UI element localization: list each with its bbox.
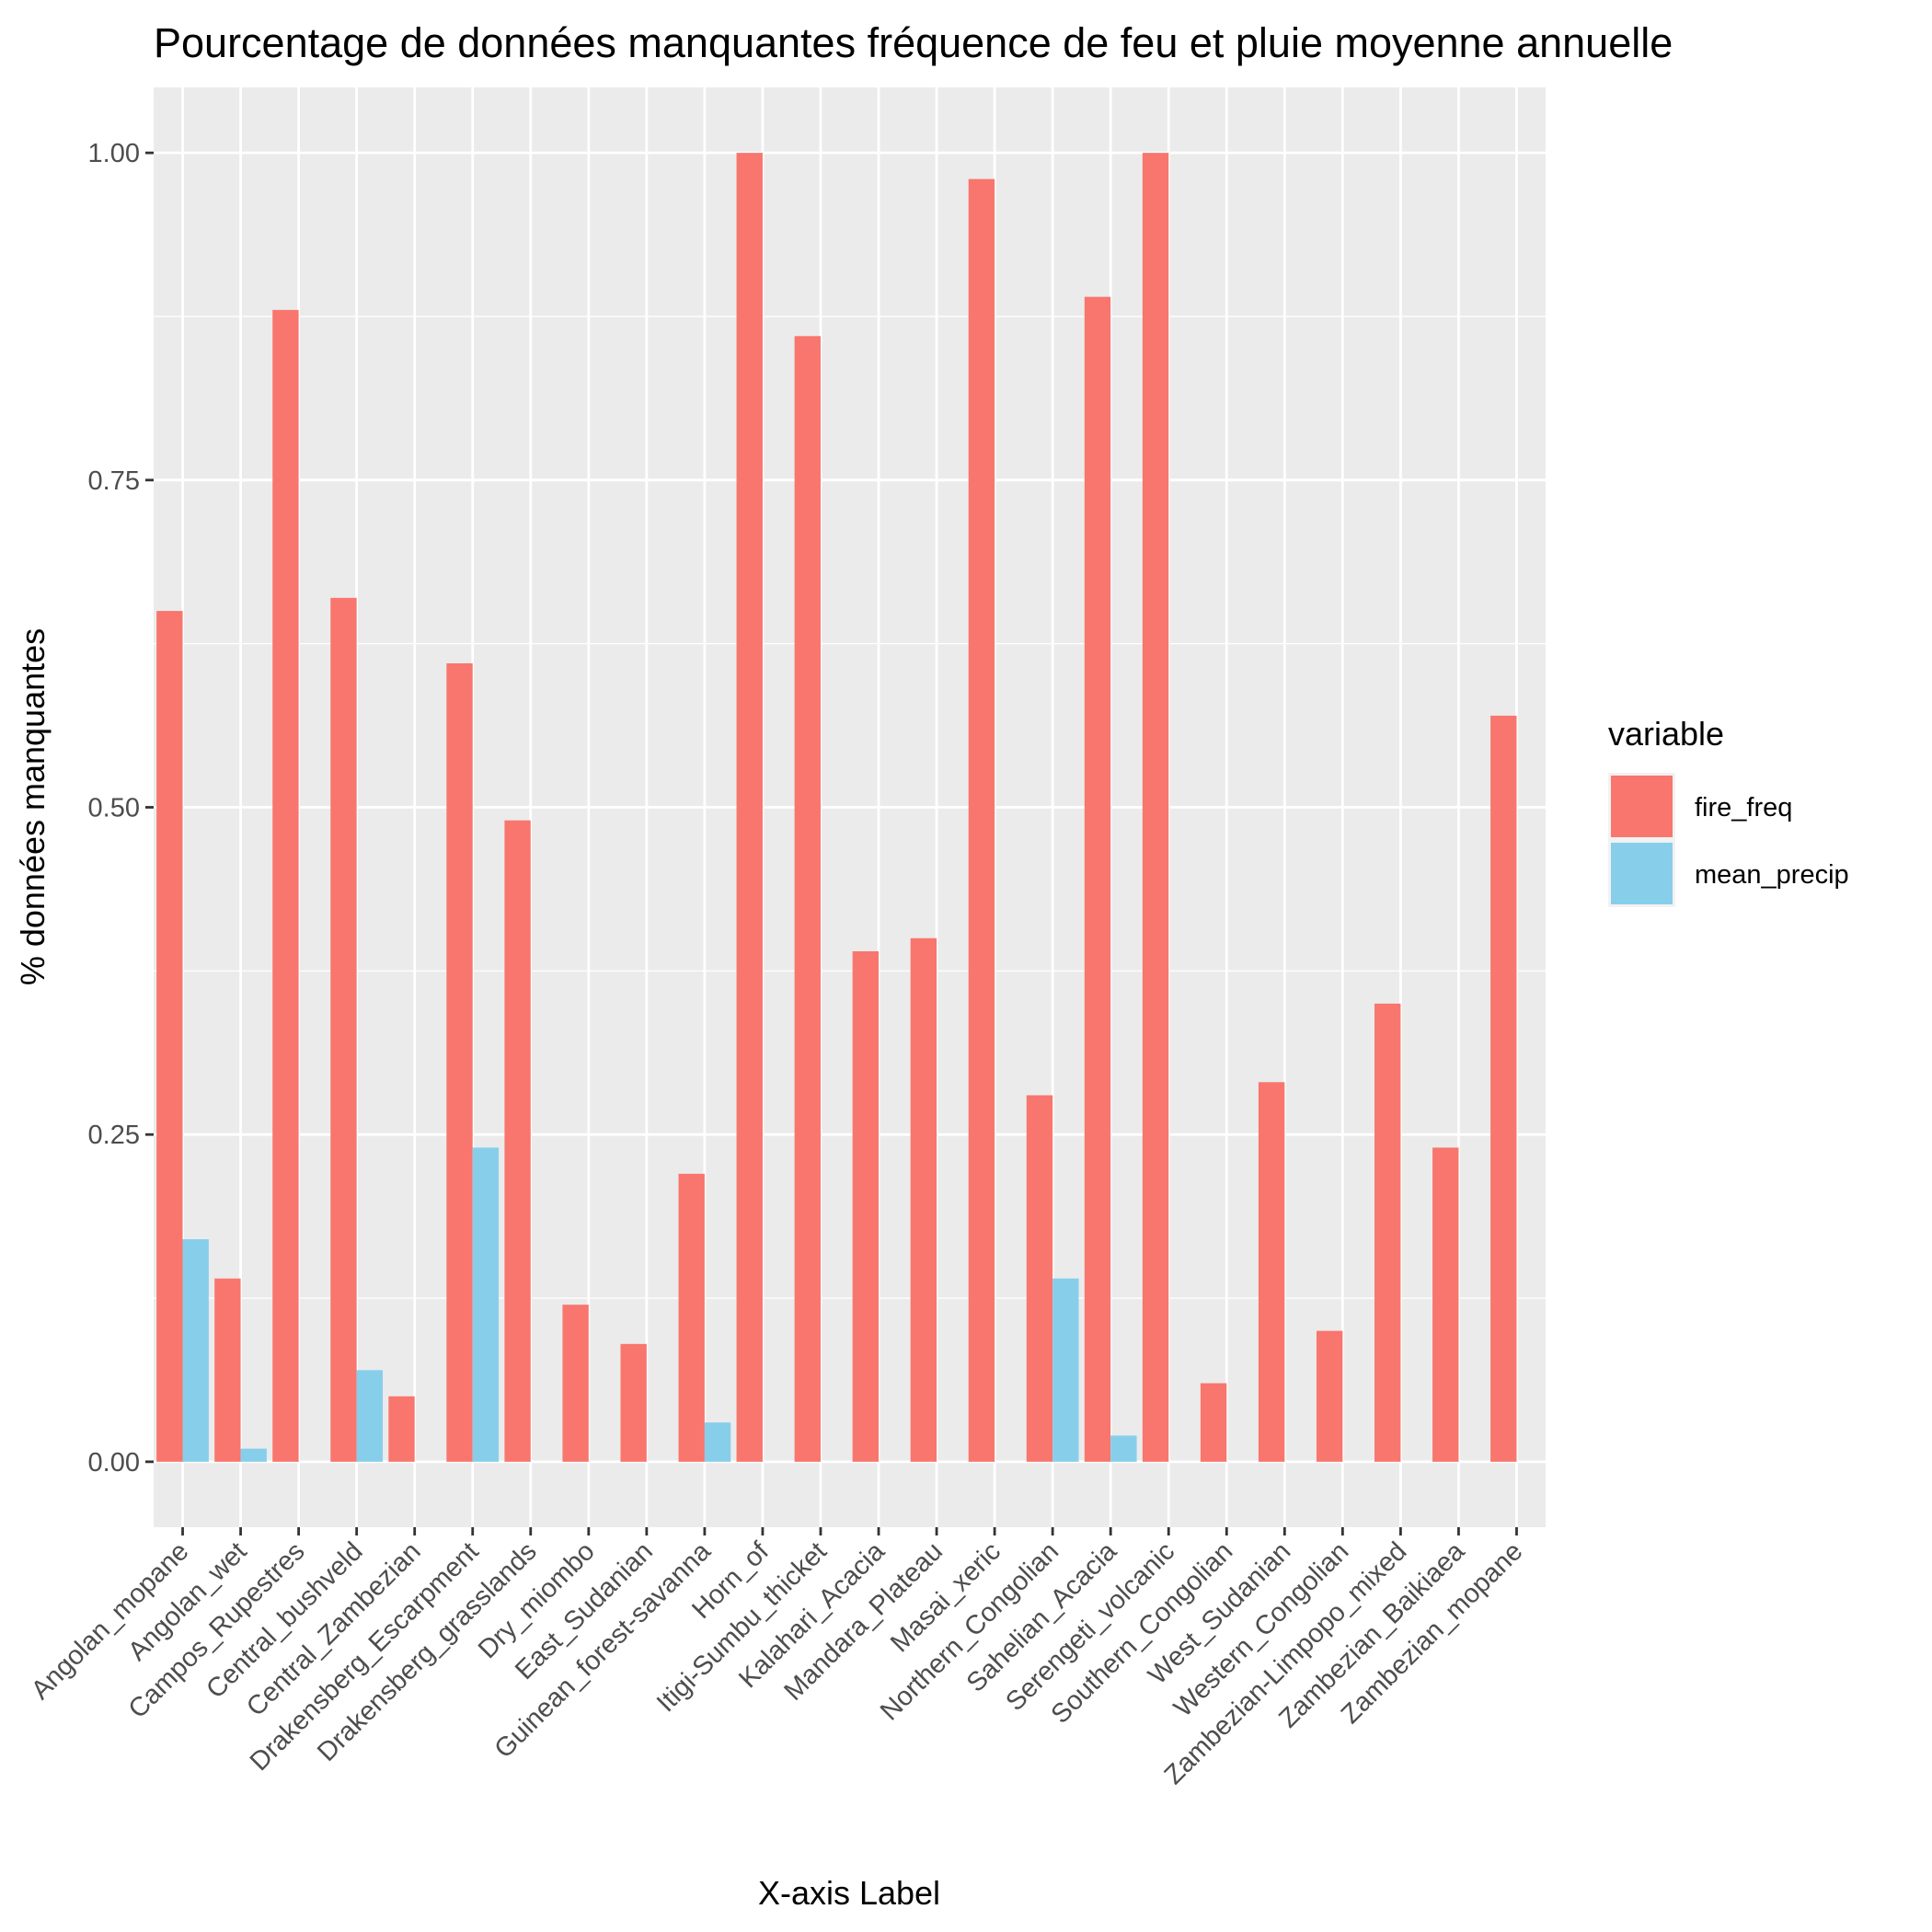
y-axis-title: % données manquantes — [14, 628, 52, 985]
bar-mean_precip — [240, 1448, 267, 1462]
legend-title: variable — [1608, 715, 1724, 753]
bar-fire_freq — [736, 153, 763, 1462]
bar-fire_freq — [968, 178, 995, 1462]
chart-title: Pourcentage de données manquantes fréque… — [154, 19, 1673, 66]
y-axis: 0.00 0.25 0.50 0.75 1.00 — [88, 139, 154, 1478]
bar-fire_freq — [852, 951, 880, 1462]
legend-label-mean_precip: mean_precip — [1695, 860, 1849, 890]
bar-fire_freq — [1316, 1330, 1343, 1462]
legend-key-fire_freq — [1611, 776, 1673, 837]
y-tick-label: 1.00 — [88, 139, 140, 168]
x-axis-title: X-axis Label — [758, 1874, 940, 1912]
bar-fire_freq — [1084, 296, 1111, 1462]
bar-fire_freq — [1258, 1082, 1285, 1462]
bar-mean_precip — [356, 1370, 384, 1462]
bar-fire_freq — [504, 820, 531, 1462]
bar-fire_freq — [1432, 1147, 1459, 1462]
bar-fire_freq — [562, 1305, 589, 1462]
bar-fire_freq — [1200, 1383, 1227, 1462]
bar-mean_precip — [704, 1422, 731, 1462]
bar-fire_freq — [388, 1396, 415, 1462]
bar-mean_precip — [472, 1147, 500, 1462]
bar-fire_freq — [330, 597, 357, 1462]
bar-fire_freq — [794, 336, 821, 1462]
bar-fire_freq — [1490, 715, 1517, 1462]
y-tick-label: 0.50 — [88, 794, 140, 823]
x-axis: Angolan_mopaneAngolan_wetCampos_Rupestre… — [26, 1527, 1528, 1790]
bar-fire_freq — [1142, 153, 1169, 1462]
bar-fire_freq — [446, 663, 473, 1462]
legend-key-mean_precip — [1611, 843, 1673, 904]
bar-mean_precip — [1110, 1435, 1137, 1462]
bar-fire_freq — [1026, 1095, 1053, 1462]
bars — [156, 153, 1517, 1462]
bar-fire_freq — [678, 1173, 705, 1462]
y-tick-label: 0.75 — [88, 466, 140, 496]
y-tick-label: 0.00 — [88, 1448, 140, 1478]
legend-label-fire_freq: fire_freq — [1695, 793, 1792, 822]
legend: variable fire_freq mean_precip — [1608, 715, 1849, 907]
bar-fire_freq — [156, 611, 183, 1462]
bar-mean_precip — [1052, 1278, 1079, 1462]
bar-fire_freq — [620, 1343, 647, 1462]
bar-mean_precip — [182, 1239, 209, 1462]
bar-fire_freq — [910, 937, 937, 1462]
bar-fire_freq — [272, 309, 299, 1462]
bar-fire_freq — [1374, 1003, 1401, 1462]
bar-fire_freq — [214, 1278, 241, 1462]
y-tick-label: 0.25 — [88, 1121, 140, 1150]
